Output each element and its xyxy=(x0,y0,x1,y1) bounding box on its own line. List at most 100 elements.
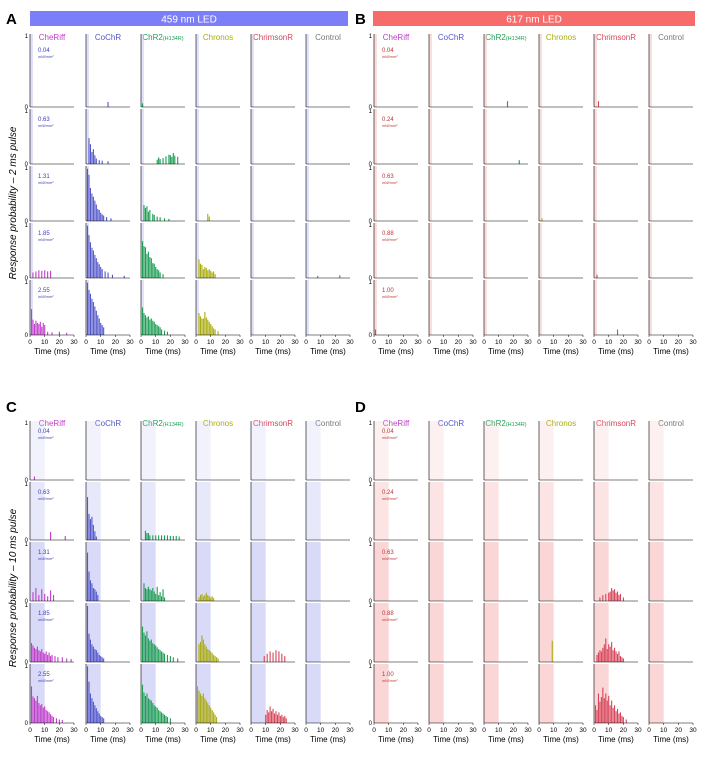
bar-c-r3-c1-11 xyxy=(103,658,105,662)
opsin-header-c-3: Chronos xyxy=(203,419,233,428)
bar-a-r1-c1-6 xyxy=(98,160,100,164)
bar-a-r4-c0-13 xyxy=(66,332,68,335)
bar-a-r3-c3-8 xyxy=(210,270,212,278)
xtick-label-a-r4-c3-3: 30 xyxy=(236,339,244,346)
bar-b-r0-c2-0 xyxy=(506,101,509,107)
stim-shade-c-r4-c2 xyxy=(141,664,156,723)
bar-a-r4-c1-9 xyxy=(100,322,102,335)
bar-c-r3-c2-17 xyxy=(169,656,171,662)
xlabel-c-r4-c0: Time (ms) xyxy=(34,735,70,744)
bar-a-r4-c2-10 xyxy=(156,325,158,335)
bar-a-r3-c2-12 xyxy=(159,272,161,278)
bar-d-r3-c4-7 xyxy=(606,649,608,662)
opsin-header-a-3: Chronos xyxy=(203,33,233,42)
bar-a-r4-c1-3 xyxy=(91,298,93,335)
stim-shade-b-r0-c5 xyxy=(649,34,652,107)
bar-a-r4-c2-11 xyxy=(158,326,160,335)
bar-a-r3-c2-8 xyxy=(153,263,155,278)
opsin-header-d-0: CheRiff xyxy=(383,419,410,428)
stim-shade-d-r1-c4 xyxy=(594,482,609,540)
xlabel-b-r4-c1: Time (ms) xyxy=(433,347,469,356)
bar-a-r4-c1-6 xyxy=(95,310,97,335)
bar-a-r2-c2-1 xyxy=(144,207,146,221)
bar-a-r3-c1-0 xyxy=(86,225,89,278)
xtick-label-a-r4-c1-3: 30 xyxy=(126,339,134,346)
bar-c-r2-c1-7 xyxy=(97,595,99,601)
stim-shade-d-r4-c0 xyxy=(374,664,389,723)
ytick-top-a-r1-c0: 1 xyxy=(25,109,29,115)
stim-shade-d-r1-c2 xyxy=(484,482,499,540)
ytick-top-c-r1-c0: 1 xyxy=(25,482,29,488)
stim-shade-c-r2-c1 xyxy=(86,542,101,601)
bar-d-r4-c4-11 xyxy=(611,700,613,723)
bar-a-r0-c1-0 xyxy=(107,101,109,107)
bar-a-r4-c0-10 xyxy=(47,331,49,335)
bar-a-r3-c0-6 xyxy=(50,270,52,278)
stim-shade-d-r4-c4 xyxy=(594,664,609,723)
bar-a-r2-c1-12 xyxy=(106,217,108,221)
opsin-header-a-0: CheRiff xyxy=(39,33,66,42)
bar-c-r4-c0-12 xyxy=(48,712,50,723)
bar-a-r1-c2-10 xyxy=(177,156,179,164)
ytick-bottom-b-r1-c0: 0 xyxy=(369,162,373,168)
bar-d-r4-c4-15 xyxy=(616,708,619,723)
bar-d-r3-c4-1 xyxy=(597,652,599,662)
xlabel-c-r4-c4: Time (ms) xyxy=(255,735,291,744)
bar-c-r4-c1-3 xyxy=(91,698,93,723)
bar-c-r1-c1-2 xyxy=(89,519,91,540)
stim-shade-b-r0-c0 xyxy=(374,34,377,107)
bar-c-r2-c2-11 xyxy=(159,592,161,601)
opsin-name: Control xyxy=(658,419,684,428)
bar-c-r4-c1-5 xyxy=(94,705,96,723)
bar-c-r3-c0-15 xyxy=(54,656,56,662)
bar-c-r2-c2-9 xyxy=(156,586,158,601)
xtick-label-c-r4-c0-3: 30 xyxy=(70,727,78,734)
bar-c-r4-c0-11 xyxy=(47,711,49,723)
stim-shade-a-r4-c5 xyxy=(306,280,309,335)
xtick-label-c-r4-c2-1: 10 xyxy=(152,727,160,734)
stim-shade-a-r1-c5 xyxy=(306,109,309,164)
ytick-top-a-r0-c0: 1 xyxy=(25,34,29,40)
ytick-bottom-b-r0-c0: 0 xyxy=(369,105,373,111)
stim-shade-b-r1-c0 xyxy=(374,109,377,164)
stim-shade-b-r3-c3 xyxy=(539,223,542,278)
bar-a-r1-c1-5 xyxy=(95,158,97,164)
bar-a-r2-c1-11 xyxy=(103,215,105,221)
bar-c-r4-c1-4 xyxy=(92,701,94,723)
bar-d-r4-c4-13 xyxy=(614,705,616,723)
bar-a-r4-c0-5 xyxy=(38,324,40,335)
bar-c-r4-c1-2 xyxy=(89,693,91,723)
bar-c-r2-c2-4 xyxy=(149,589,151,601)
xtick-label-b-r4-c3-3: 30 xyxy=(579,339,587,346)
panel-letter-b: B xyxy=(355,11,366,28)
stim-shade-b-r1-c4 xyxy=(594,109,597,164)
opsin-header-d-1: CoChR xyxy=(438,419,464,428)
stim-shade-c-r4-c1 xyxy=(86,664,101,723)
opsin-name: Control xyxy=(315,33,341,42)
bar-c-r4-c2-1 xyxy=(143,692,145,723)
bar-a-r4-c3-2 xyxy=(201,318,203,335)
xtick-label-d-r4-c4-2: 20 xyxy=(620,727,628,734)
bar-a-r3-c1-10 xyxy=(101,269,103,278)
bar-c-r4-c2-10 xyxy=(156,707,158,723)
xtick-label-d-r4-c3-0: 0 xyxy=(537,727,541,734)
bar-c-r3-c0-7 xyxy=(41,649,43,662)
bar-d-r3-c4-2 xyxy=(599,650,601,662)
bar-d-r3-c4-17 xyxy=(621,657,623,662)
bar-c-r4-c3-4 xyxy=(202,693,204,723)
bar-a-r3-c2-11 xyxy=(158,270,160,278)
xtick-label-a-r4-c5-1: 10 xyxy=(317,339,325,346)
xtick-label-d-r4-c0-1: 10 xyxy=(385,727,393,734)
bar-a-r4-c2-6 xyxy=(150,318,152,335)
bar-a-r2-c3-0 xyxy=(207,213,209,221)
bar-c-r2-c1-2 xyxy=(89,580,91,601)
stim-shade-a-r2-c3 xyxy=(196,166,199,221)
bar-c-r3-c1-2 xyxy=(89,639,91,662)
xtick-label-c-r4-c0-0: 0 xyxy=(28,727,32,734)
bar-d-r2-c4-9 xyxy=(616,591,619,601)
bar-c-r4-c1-0 xyxy=(86,666,89,723)
stim-shade-c-r3-c0 xyxy=(30,603,45,662)
intensity-unit-c-r4-c0: mW/mm² xyxy=(38,679,54,683)
stim-shade-d-r1-c0 xyxy=(374,482,389,540)
bar-c-r1-c1-1 xyxy=(88,513,90,540)
